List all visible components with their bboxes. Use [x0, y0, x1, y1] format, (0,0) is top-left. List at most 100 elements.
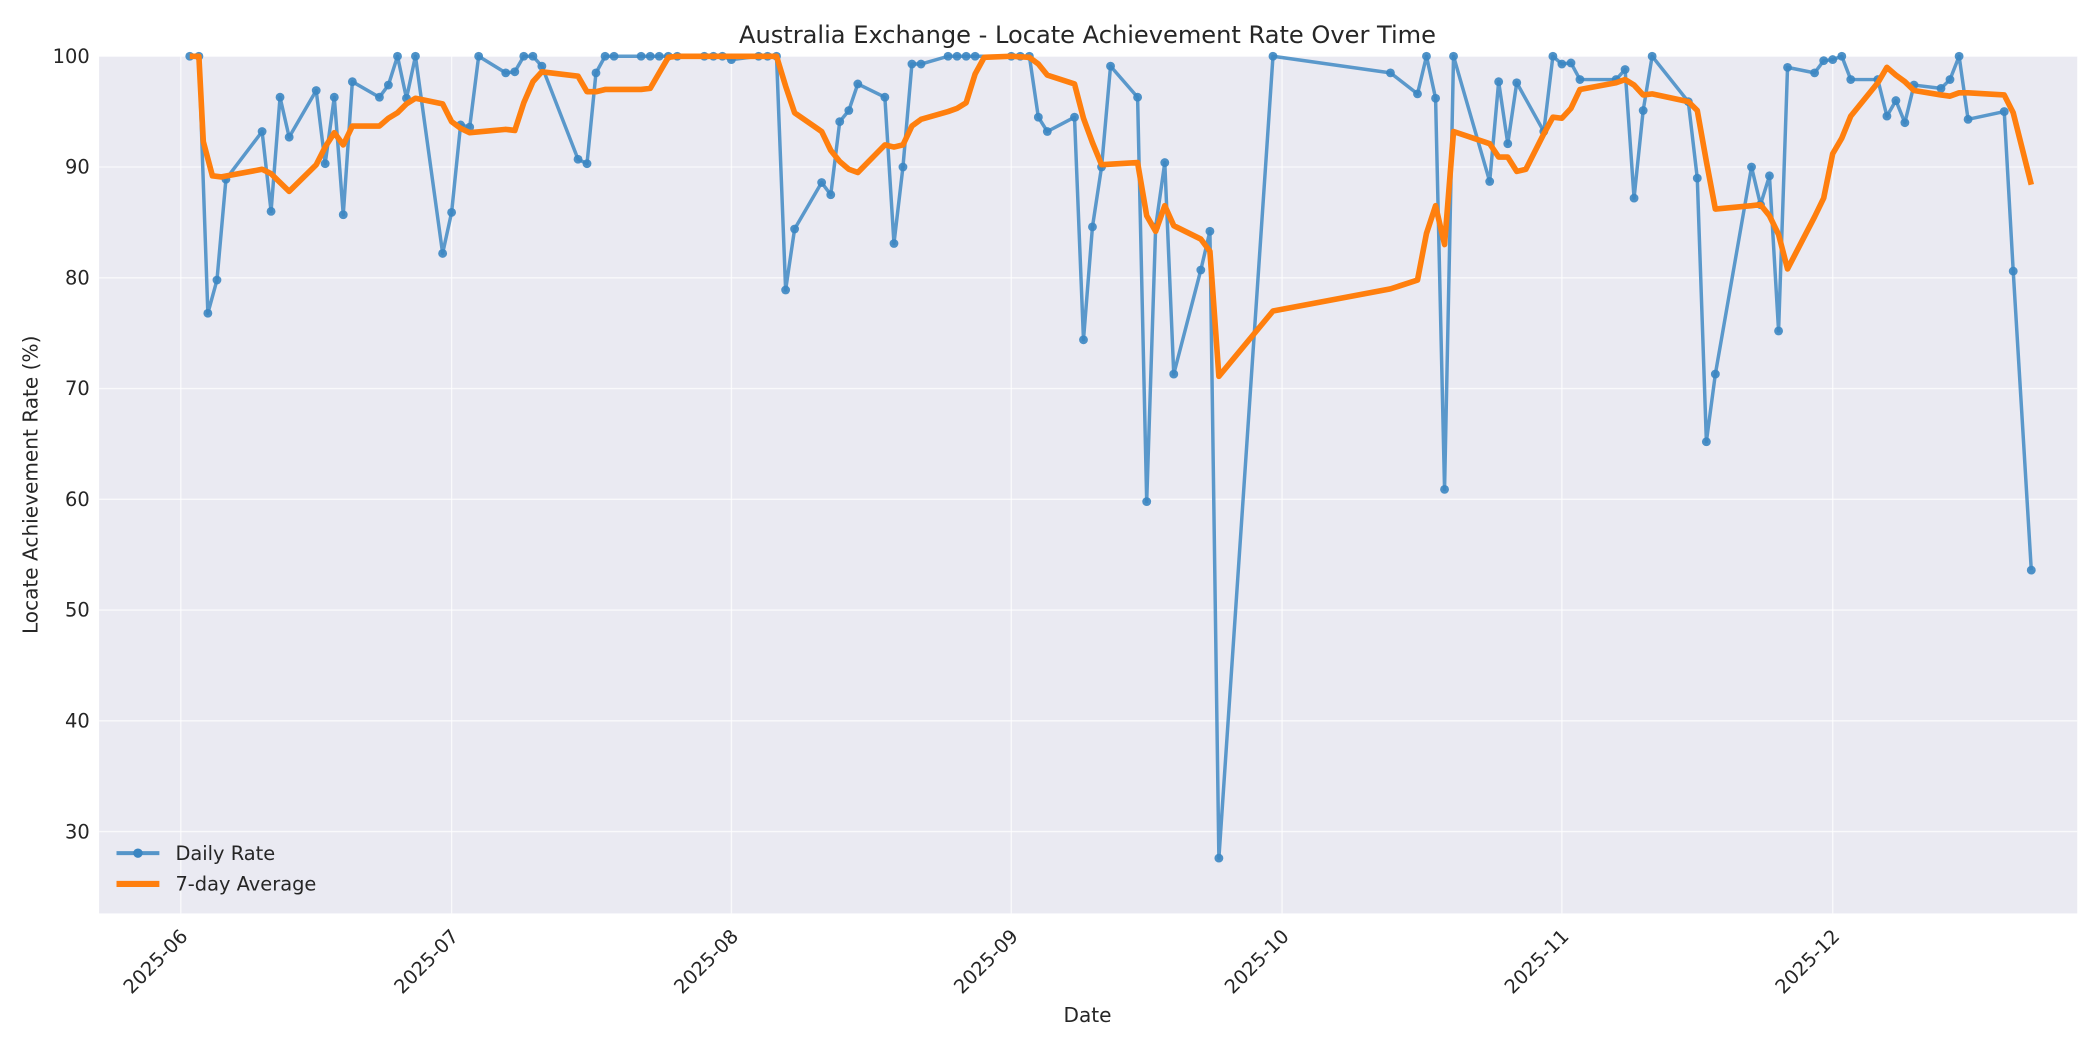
daily-rate-point: [898, 162, 908, 172]
daily-rate-point: [1620, 65, 1630, 74]
daily-rate-point: [1882, 111, 1892, 121]
daily-rate-point: [347, 77, 357, 87]
daily-rate-point: [411, 51, 420, 61]
daily-rate-point: [1692, 173, 1702, 183]
daily-rate-point: [2008, 266, 2018, 276]
daily-rate-point: [1810, 68, 1820, 78]
y-tick-label: 70: [65, 377, 90, 400]
daily-rate-point: [1079, 335, 1088, 345]
daily-rate-point: [1837, 51, 1847, 61]
x-tick-label: 2025-10: [1220, 925, 1294, 999]
daily-rate-point: [961, 51, 971, 61]
daily-rate-point: [474, 51, 484, 61]
daily-rate-point: [636, 51, 646, 61]
daily-rate-point: [1828, 55, 1838, 65]
daily-rate-point: [1503, 139, 1513, 149]
daily-rate-point: [1142, 497, 1152, 506]
7day-average-line: [189, 53, 2035, 380]
daily-rate-point: [1783, 62, 1792, 72]
daily-rate-point: [1765, 171, 1774, 181]
daily-rate-point: [591, 68, 601, 78]
daily-rate-point: [1819, 56, 1829, 66]
daily-rate-point: [952, 51, 962, 61]
daily-rate-point: [1494, 77, 1504, 87]
x-tick-label: 2025-12: [1771, 925, 1845, 999]
y-tick-label: 50: [65, 599, 90, 622]
daily-rate-point: [835, 117, 845, 127]
y-tick-label: 100: [53, 45, 90, 68]
daily-rate-point: [1999, 107, 2009, 116]
daily-rate-point: [212, 275, 222, 285]
y-tick-label: 90: [65, 156, 90, 179]
daily-rate-point: [573, 154, 583, 164]
daily-rate-point: [519, 51, 529, 61]
daily-rate-point: [338, 210, 348, 220]
daily-rate-point: [1774, 326, 1783, 336]
daily-rate-point: [447, 207, 457, 217]
x-tick-label: 2025-08: [669, 925, 743, 999]
daily-rate-point: [1557, 59, 1567, 69]
daily-rate-point: [1575, 75, 1585, 84]
y-axis-label: Locate Achievement Rate (%): [19, 336, 43, 634]
legend-item-daily-rate: Daily Rate: [116, 842, 275, 865]
daily-rate-point: [1070, 112, 1079, 122]
daily-rate-point: [600, 51, 610, 61]
daily-rate-point: [781, 285, 791, 295]
daily-rate-point: [1449, 51, 1458, 61]
daily-rate-point: [916, 59, 926, 69]
daily-rate-point: [907, 59, 917, 69]
daily-rate-point: [645, 51, 655, 61]
daily-rate-point: [1169, 369, 1179, 379]
legend: Daily Rate 7-day Average: [116, 842, 316, 896]
daily-rate-point: [844, 106, 854, 115]
y-tick-label: 60: [65, 488, 90, 511]
daily-rate-point: [2026, 565, 2036, 575]
x-axis-ticks: 2025-06 2025-07 2025-08 2025-09 2025-10 2025-…: [119, 925, 1845, 999]
daily-rate-point: [1196, 265, 1206, 275]
daily-rate-point: [970, 51, 980, 61]
daily-rate-point: [1440, 484, 1449, 494]
daily-rate-point: [1485, 177, 1495, 186]
x-tick-label: 2025-07: [390, 925, 464, 999]
daily-rate-point: [1710, 369, 1720, 379]
daily-rate-point: [1629, 193, 1639, 203]
daily-rate-point: [1386, 68, 1395, 78]
daily-rate-point: [257, 127, 267, 136]
daily-rate-point: [329, 92, 339, 102]
daily-rate-point: [266, 206, 276, 216]
series-7day-average: [189, 53, 2035, 380]
y-tick-label: 40: [65, 710, 90, 733]
daily-rate-point: [1566, 58, 1576, 68]
y-tick-label: 30: [65, 820, 90, 843]
daily-rate-point: [889, 239, 899, 248]
daily-rate-point: [501, 68, 511, 78]
daily-rate-point: [1431, 93, 1440, 103]
daily-rate-point: [609, 51, 619, 61]
plot-area: [99, 56, 2078, 914]
daily-rate-point: [438, 248, 448, 258]
daily-rate-point: [275, 92, 285, 102]
daily-rate-point: [1268, 51, 1278, 61]
daily-rate-point: [203, 308, 213, 318]
daily-rate-point: [1413, 89, 1422, 99]
daily-rate-point: [1088, 222, 1097, 232]
daily-rate-point: [1548, 51, 1558, 61]
daily-rate-point: [1512, 78, 1522, 88]
daily-rate-point: [790, 224, 800, 234]
legend-label-daily-rate: Daily Rate: [175, 842, 275, 865]
daily-rate-point: [853, 79, 863, 89]
daily-rate-point: [1106, 61, 1115, 71]
daily-rate-point: [537, 61, 547, 71]
daily-rate-marker-icon: [133, 848, 143, 858]
daily-rate-point: [284, 132, 294, 142]
daily-rate-point: [1936, 83, 1946, 93]
daily-rate-point: [1160, 158, 1170, 168]
daily-rate-point: [826, 190, 836, 200]
daily-rate-point: [943, 51, 953, 61]
daily-rate-point: [1701, 437, 1711, 447]
daily-rate-point: [1133, 92, 1143, 102]
y-axis-ticks: 30 40 50 60 70 80 90 100: [53, 45, 90, 843]
daily-rate-point: [1954, 51, 1964, 61]
daily-rate-point: [1422, 51, 1431, 61]
daily-rate-point: [654, 51, 664, 61]
